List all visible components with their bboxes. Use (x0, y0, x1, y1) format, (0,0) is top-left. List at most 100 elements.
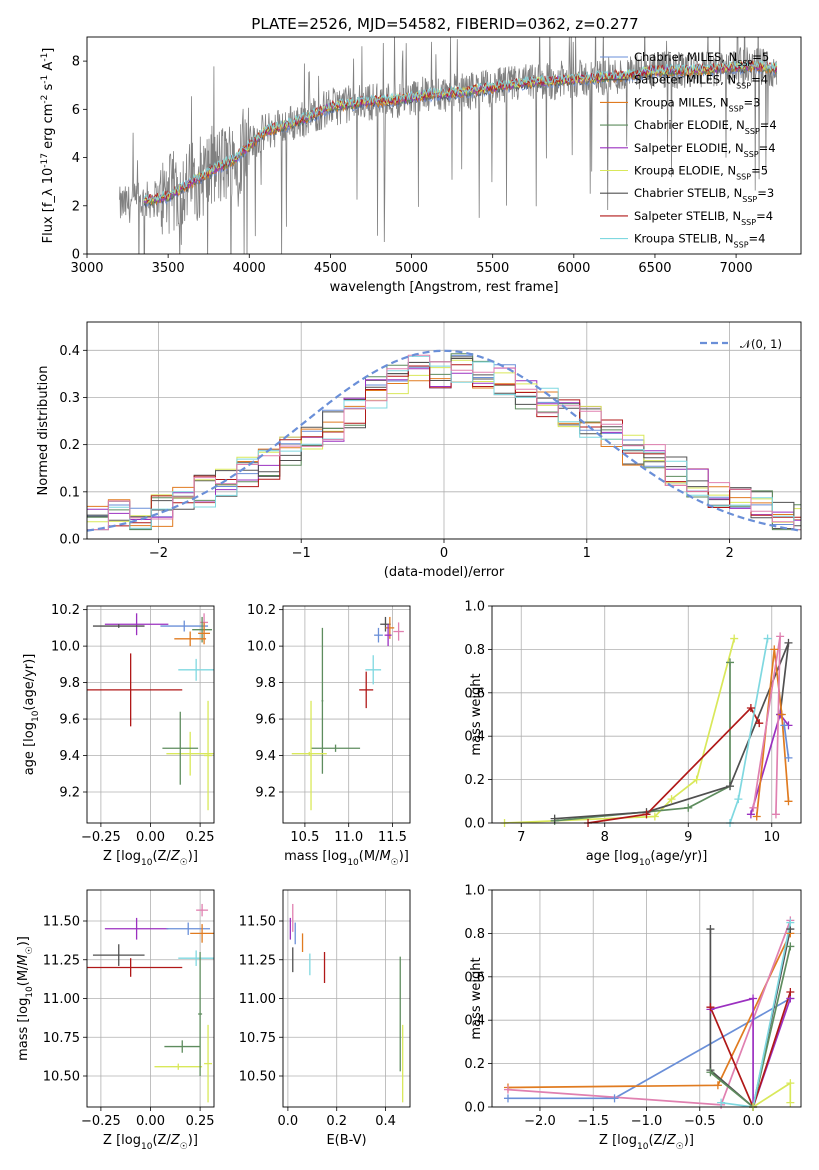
x-tick-label: 3500 (152, 261, 185, 276)
data-point-marker (503, 1094, 512, 1103)
residual-histogram-panel: −2 −1 0 1 2 0.0 0.1 0.2 0.3 0.4 (data-model)/error… (36, 321, 802, 580)
x-axis-label: (data-model)/error (384, 565, 505, 580)
plot-area (87, 322, 801, 539)
y-tick-label: 0.0 (59, 533, 80, 548)
y-tick-label: 0.0 (464, 817, 485, 832)
histogram-step (87, 354, 801, 531)
mass-weight-line (507, 920, 792, 1106)
x-tick-label: 0.0 (278, 1114, 299, 1129)
x-tick-label: −0.25 (81, 830, 121, 845)
data-point-marker (734, 795, 743, 804)
x-tick-label: 10 (763, 830, 780, 845)
plot-area (87, 890, 214, 1107)
observed-spectrum-line (119, 37, 778, 254)
data-point-marker (749, 994, 758, 1003)
axes-frame (282, 605, 411, 824)
y-tick-label: 0.2 (464, 1057, 485, 1072)
data-point-marker (717, 1098, 726, 1107)
data-point-marker (755, 719, 764, 728)
y-tick-label: 11.50 (43, 915, 80, 930)
x-tick-label: 4000 (233, 261, 266, 276)
data-point-marker (780, 721, 789, 730)
y-tick-label: 10.75 (239, 1031, 276, 1046)
y-tick-label: 10.50 (239, 1070, 276, 1085)
legend-entry: Chabrier MILES, NSSP=5 (634, 50, 769, 68)
y-tick-label: 0.6 (464, 970, 485, 985)
axes-frame (282, 889, 411, 1108)
y-axis-label: Flux [f_λ 10-17 erg cm-2 s-1 A-1] (40, 48, 56, 244)
plot-area (492, 606, 801, 823)
x-tick-label: 5500 (476, 261, 509, 276)
x-tick-label: 4500 (314, 261, 347, 276)
y-tick-label: 10.2 (247, 603, 276, 618)
x-tick-label: −1.0 (631, 1114, 663, 1129)
y-axis-label: Normed distribution (36, 366, 51, 496)
y-tick-label: 0.1 (59, 485, 80, 500)
x-tick-label: −0.25 (81, 1114, 121, 1129)
mass-vs-metallicity-panel: −0.25 0.00 0.25 10.50 10.75 11.00 11.25 11.50 Z … (16, 889, 215, 1152)
axes-frame (86, 321, 802, 540)
y-tick-label: 9.4 (59, 749, 80, 764)
data-point-marker (749, 803, 758, 812)
mass-weight-line (752, 1081, 792, 1107)
legend-entry: Salpeter MILES, NSSP=4 (634, 73, 768, 91)
mass-weight-line (507, 933, 792, 1089)
data-point-marker (550, 814, 559, 823)
y-tick-label: 9.2 (255, 786, 276, 801)
data-point-marker (503, 1085, 512, 1094)
x-axis-label: Z [log10(Z/Z☉)] (599, 1133, 694, 1152)
axes-frame (86, 605, 215, 824)
x-axis-label: Z [log10(Z/Z☉)] (103, 1133, 198, 1152)
x-axis-label: E(B-V) (326, 1133, 366, 1148)
data-point-marker (706, 1003, 715, 1012)
legend-entry: Kroupa ELODIE, NSSP=5 (634, 164, 768, 182)
axes-frame (86, 36, 802, 255)
x-tick-label: 0.00 (136, 830, 165, 845)
y-tick-label: 10.0 (51, 640, 80, 655)
y-tick-label: 0.4 (59, 344, 80, 359)
mass-weight-vs-metallicity-panel: −2.0 −1.5 −1.0 −0.5 0.0 0.0 0.2 0.4 0.6 0.8 1.0 Z [… (464, 884, 802, 1152)
data-point-marker (786, 942, 795, 951)
x-tick-label: 0.4 (375, 1114, 396, 1129)
x-axis-label: wavelength [Angstrom, rest frame] (330, 280, 559, 295)
x-tick-label: 7 (517, 830, 525, 845)
data-point-marker (692, 775, 701, 784)
x-tick-label: 0.2 (326, 1114, 347, 1129)
mass-weight-line (729, 638, 769, 823)
y-tick-label: 6 (72, 103, 80, 118)
x-tick-label: 6000 (557, 261, 590, 276)
y-tick-label: 9.4 (255, 749, 276, 764)
y-tick-label: 0.6 (464, 686, 485, 701)
y-tick-label: 8 (72, 55, 80, 70)
y-axis-label: mass weight (469, 673, 484, 755)
mass-weight-line (554, 642, 790, 820)
x-tick-label: −0.5 (684, 1114, 716, 1129)
x-tick-label: 0.25 (186, 830, 215, 845)
data-point-marker (752, 812, 761, 821)
x-tick-label: 2 (725, 546, 733, 561)
y-tick-label: 0.2 (59, 438, 80, 453)
y-tick-label: 11.00 (239, 992, 276, 1007)
age-vs-mass-panel: 10.5 11.0 11.5 9.2 9.4 9.6 9.8 10.0 10.2 mass [lo… (247, 603, 411, 868)
x-tick-label: 0 (440, 546, 448, 561)
data-point-marker (770, 645, 779, 654)
model-fit-line (143, 59, 778, 203)
y-tick-label: 0.3 (59, 391, 80, 406)
x-tick-label: 8 (601, 830, 609, 845)
x-tick-label: 0.25 (186, 1114, 215, 1129)
x-tick-label: 9 (684, 830, 692, 845)
x-tick-label: 0.00 (136, 1114, 165, 1129)
mass-weight-line (508, 997, 791, 1100)
mass-weight-line (709, 991, 792, 1107)
y-tick-label: 0.4 (464, 730, 485, 745)
data-point-marker (771, 810, 780, 819)
figure-title: PLATE=2526, MJD=54582, FIBERID=0362, z=0… (251, 15, 638, 33)
legend-entry: Chabrier STELIB, NSSP=3 (634, 186, 774, 204)
mass-weight-vs-age-panel: 7 8 9 10 0.0 0.2 0.4 0.6 0.8 1.0 age [log10(age/yr… (464, 600, 802, 868)
normal-curve-line (87, 349, 801, 532)
legend-entry: Kroupa MILES, NSSP=3 (634, 95, 760, 113)
legend-entry: Salpeter ELODIE, NSSP=4 (634, 141, 776, 159)
x-tick-label: 1 (583, 546, 591, 561)
y-tick-label: 9.6 (255, 713, 276, 728)
